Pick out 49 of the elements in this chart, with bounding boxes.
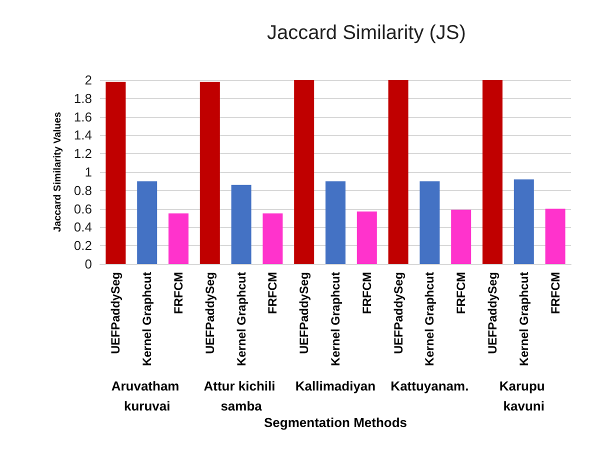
y-tick-label: 1.2 <box>74 146 92 162</box>
bar <box>168 213 188 264</box>
y-tick-label: 0 <box>84 256 92 272</box>
x-tick-label: FRFCM <box>360 272 374 314</box>
text: Kallimadiyan <box>295 378 376 394</box>
bar <box>106 82 126 264</box>
chart-title: Jaccard Similarity (JS) <box>267 22 466 44</box>
x-tick-label: Kernel Graphcut <box>234 272 248 366</box>
x-tick-label: UEFPaddySeg <box>391 272 406 354</box>
x-tick-label: Kernel Graphcut <box>516 272 531 366</box>
x-tick-label: FRFCM <box>548 272 562 314</box>
bar <box>388 80 408 264</box>
bar <box>200 82 220 264</box>
x-tick-label: UEFPaddySeg <box>108 272 123 354</box>
y-tick-label: 0.2 <box>74 238 92 254</box>
x-tick-label: UEFPaddySeg <box>486 272 500 354</box>
bar <box>545 208 566 264</box>
x-tick-label: Kernel Graphcut <box>140 272 154 366</box>
y-tick-label: 1.6 <box>74 109 92 124</box>
bar <box>420 181 440 264</box>
text: Attur kichili samba <box>204 378 279 414</box>
y-tick-label: 1.4 <box>74 128 92 143</box>
bar <box>294 80 314 264</box>
bar <box>451 210 472 264</box>
y-tick-label: 0.6 <box>74 201 92 216</box>
y-tick-label: 2 <box>84 72 92 88</box>
text: Kattuyanam. <box>390 378 469 394</box>
bar <box>356 212 377 264</box>
x-tick-label: Kernel Graphcut <box>328 272 342 366</box>
text: Aruvatham kuruvai <box>111 378 183 414</box>
bar <box>231 184 252 264</box>
text: Karupu kavuni <box>499 378 548 414</box>
bar <box>514 179 534 264</box>
bar <box>137 181 158 264</box>
y-tick-label: 0.8 <box>74 182 92 198</box>
x-tick-label: Kernel Graphcut <box>422 272 437 366</box>
y-axis-title: Jaccard Similarity Values <box>52 112 64 232</box>
y-tick-label: 0.4 <box>74 220 92 235</box>
bar <box>482 80 502 264</box>
y-tick-label: 1.8 <box>74 90 92 106</box>
y-tick-label: 1 <box>84 164 92 180</box>
x-tick-label: FRFCM <box>454 272 468 314</box>
x-tick-label: FRFCM <box>172 272 186 314</box>
bar <box>262 213 283 264</box>
x-tick-label: FRFCM <box>266 272 280 314</box>
x-tick-label: UEFPaddySeg <box>202 272 217 354</box>
bar <box>326 181 346 264</box>
x-axis-title: Segmentation Methods <box>264 415 408 430</box>
x-tick-label: UEFPaddySeg <box>297 272 312 354</box>
